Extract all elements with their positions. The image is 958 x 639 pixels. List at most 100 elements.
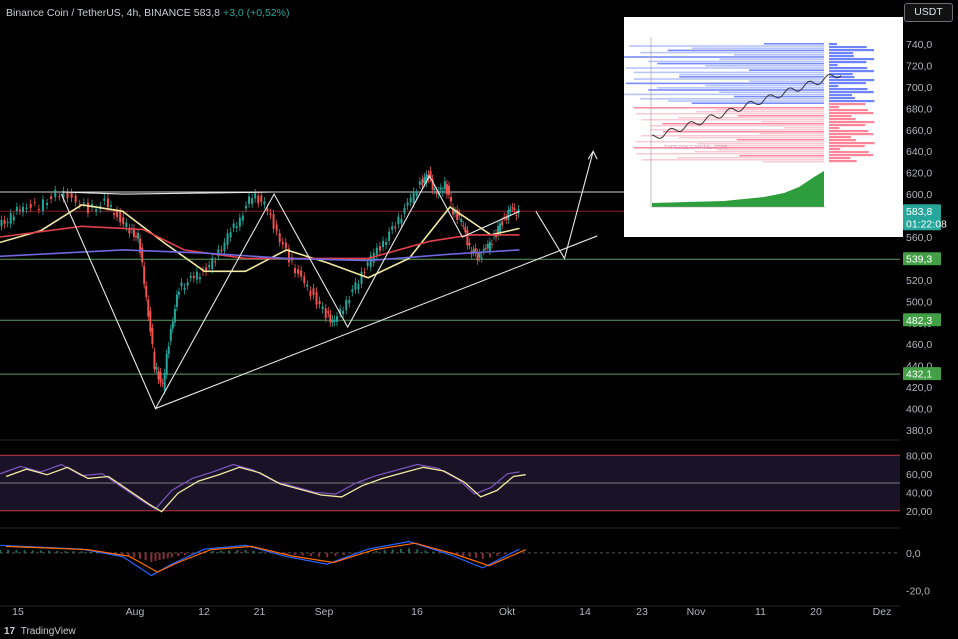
- inset-liquidation-bar-blue: [705, 65, 824, 67]
- macd-histogram-bar: [162, 552, 165, 560]
- inset-liquidation-bar-blue: [748, 69, 824, 71]
- candle-body: [22, 206, 25, 213]
- candle-body: [429, 170, 432, 178]
- inset-profile-bar: [829, 52, 854, 55]
- y-tick-label: 640,0: [906, 146, 932, 158]
- candle-body: [189, 276, 192, 278]
- candle-body: [143, 265, 146, 285]
- inset-liquidation-bar-red: [783, 127, 824, 129]
- candle-body: [25, 207, 28, 210]
- candle-body: [9, 213, 12, 224]
- candle-body: [454, 210, 457, 214]
- candle-body: [499, 223, 502, 232]
- candle-body: [214, 261, 217, 263]
- inset-liquidation-bar-blue: [624, 93, 824, 96]
- inset-liquidation-bar-blue: [648, 89, 824, 91]
- price-badge: [903, 313, 941, 327]
- candle-body: [132, 228, 135, 237]
- candle-body: [294, 268, 297, 274]
- candle-body: [439, 187, 442, 190]
- inset-liquidation-bar-red: [641, 135, 824, 137]
- candle-body: [106, 198, 109, 208]
- candle-body: [309, 290, 312, 297]
- candle-body: [103, 198, 106, 201]
- macd-histogram-bar: [15, 550, 18, 553]
- macd-histogram-bar: [190, 552, 193, 554]
- inset-profile-bar: [829, 139, 857, 142]
- price-badge-value: 432,1: [906, 369, 932, 381]
- inset-profile-bar: [829, 121, 875, 124]
- inset-liquidation-bar-blue: [734, 95, 824, 98]
- candle-body: [119, 212, 122, 223]
- candle-body: [116, 210, 119, 217]
- candle-body: [113, 213, 116, 216]
- candle-body: [161, 382, 164, 384]
- currency-button[interactable]: USDT: [904, 3, 953, 22]
- inset-profile-bar: [829, 73, 853, 76]
- x-tick-label: 15: [12, 606, 24, 618]
- inset-volume-area: [652, 171, 824, 207]
- macd-histogram-bar: [468, 552, 471, 557]
- inset-liquidation-bar-blue: [691, 47, 824, 49]
- inset-profile-bar: [829, 109, 868, 112]
- candle-body: [217, 249, 220, 257]
- candle-body: [157, 371, 160, 380]
- macd-histogram-bar: [244, 549, 247, 553]
- candle-body: [400, 218, 403, 224]
- symbol-title: Binance Coin / TetherUS, 4h, BINANCE: [6, 7, 191, 19]
- candle-body: [192, 275, 195, 279]
- rsi-tick-label: 20,00: [906, 506, 932, 518]
- macd-histogram-bar: [127, 552, 130, 556]
- candle-body: [324, 308, 327, 319]
- tradingview-branding[interactable]: 17 TradingView: [4, 626, 76, 637]
- candle-body: [272, 214, 275, 229]
- x-tick-label: Nov: [687, 606, 706, 618]
- inset-liquidation-bar-blue: [633, 71, 824, 74]
- macd-histogram-bar: [399, 548, 402, 553]
- inset-liquidation-bar-blue: [624, 56, 824, 58]
- candle-body: [139, 238, 142, 253]
- macd-histogram-bar: [133, 552, 136, 558]
- inset-profile-bar: [829, 127, 840, 130]
- macd-tick-label: 0,0: [906, 548, 921, 560]
- inset-liquidation-bar-red: [641, 119, 824, 121]
- inset-profile-bar: [829, 79, 875, 82]
- candle-body: [421, 179, 424, 186]
- candle-body: [297, 269, 300, 274]
- y-tick-label: 380,0: [906, 425, 932, 437]
- candle-body: [151, 327, 154, 345]
- candle-body: [357, 284, 360, 290]
- pattern-line: [60, 174, 520, 410]
- candle-body: [263, 201, 266, 205]
- candle-body: [480, 257, 483, 259]
- candle-body: [41, 199, 44, 211]
- candle-body: [490, 243, 493, 245]
- inset-profile-bar: [829, 145, 865, 148]
- price-badge-value: 482,3: [906, 315, 932, 327]
- macd-histogram-bar: [0, 549, 1, 553]
- y-tick-label: 520,0: [906, 275, 932, 287]
- macd-histogram-bar: [424, 550, 427, 553]
- candle-body: [472, 249, 475, 252]
- inset-liquidation-bar-red: [636, 153, 824, 155]
- candle-body: [260, 195, 263, 202]
- candle-body: [300, 270, 303, 277]
- candle-body: [505, 218, 508, 220]
- candle-body: [501, 221, 504, 226]
- candle-body: [147, 299, 150, 317]
- rsi-signal-line: [5, 466, 526, 513]
- candle-body: [478, 253, 481, 258]
- inset-profile-bar: [829, 157, 851, 160]
- candle-body: [484, 248, 487, 250]
- candle-body: [458, 213, 461, 216]
- inset-liquidation-bar-blue: [625, 67, 824, 69]
- inset-liquidation-bar-blue: [719, 91, 824, 93]
- inset-profile-bar: [829, 85, 839, 88]
- candle-body: [415, 193, 418, 196]
- macd-line: [0, 540, 520, 577]
- inset-liquidation-bar-red: [717, 149, 824, 151]
- candle-body: [348, 300, 351, 304]
- macd-histogram-bar: [228, 550, 231, 553]
- x-tick-label: Sep: [315, 606, 334, 618]
